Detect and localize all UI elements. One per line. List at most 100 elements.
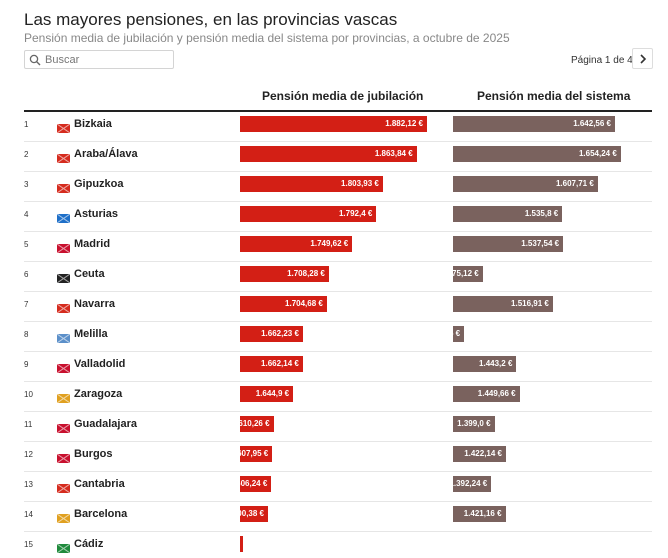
province-name: Asturias — [74, 208, 119, 220]
flag-icon — [56, 300, 71, 314]
province-name: Madrid — [74, 238, 111, 250]
province-name: Navarra — [74, 298, 115, 310]
value-label-jubilacion: 1.600,38 € — [226, 509, 264, 518]
flag-icon — [56, 330, 71, 344]
bar-jubilacion[interactable]: 1.708,28 € — [240, 266, 329, 282]
bar-jubilacion[interactable]: 1.644,9 € — [240, 386, 294, 402]
flag-icon — [56, 150, 71, 164]
column-header-jubilacion[interactable]: Pensión media de jubilación — [262, 89, 424, 103]
header-divider — [24, 110, 652, 112]
bar-jubilacion[interactable]: 1.556,6 € — [206, 536, 244, 552]
bar-sistema[interactable]: 1.375,12 € — [441, 266, 483, 282]
search-input[interactable] — [45, 52, 170, 67]
row-rank: 10 — [24, 390, 33, 399]
bar-sistema[interactable]: 1.654,24 € — [453, 146, 621, 162]
value-label-sistema: 1.443,2 € — [479, 359, 513, 368]
flag-icon — [56, 450, 71, 464]
value-label-jubilacion: 1.882,12 € — [385, 119, 423, 128]
bar-jubilacion[interactable]: 1.607,95 € — [230, 446, 273, 462]
bar-jubilacion[interactable]: 1.662,23 € — [240, 326, 303, 342]
bar-jubilacion[interactable]: 1.863,84 € — [240, 146, 417, 162]
province-name: Valladolid — [74, 358, 126, 370]
table-row: 8 Melilla 1.662,23 € 1.337,35 € — [24, 322, 652, 352]
bar-sistema[interactable]: 1.537,54 € — [453, 236, 564, 252]
row-rank: 3 — [24, 180, 29, 189]
value-label-sistema: 1.392,24 € — [449, 479, 488, 488]
bar-sistema[interactable]: 1.535,8 € — [453, 206, 563, 222]
bar-sistema[interactable]: 1.337,35 € — [422, 326, 465, 342]
bar-sistema[interactable]: 1.449,66 € — [453, 386, 520, 402]
value-label-jubilacion: 1.607,95 € — [230, 449, 269, 458]
bar-sistema[interactable]: 1.399,0 € — [453, 416, 495, 432]
bar-sistema[interactable]: 1.443,2 € — [453, 356, 517, 372]
bar-jubilacion[interactable]: 1.792,4 € — [240, 206, 377, 222]
chart-subtitle: Pensión media de jubilación y pensión me… — [24, 31, 510, 45]
flag-icon — [56, 120, 71, 134]
value-label-jubilacion: 1.606,24 € — [229, 479, 268, 488]
province-name: Cádiz — [74, 538, 104, 550]
bar-jubilacion[interactable]: 1.749,62 € — [240, 236, 353, 252]
chevron-right-icon — [639, 53, 646, 64]
row-rank: 9 — [24, 360, 29, 369]
row-rank: 4 — [24, 210, 29, 219]
value-label-jubilacion: 1.863,84 € — [374, 149, 413, 158]
flag-icon — [56, 390, 71, 404]
column-header-sistema[interactable]: Pensión media del sistema — [477, 89, 631, 103]
row-rank: 6 — [24, 270, 29, 279]
bar-jubilacion[interactable]: 1.606,24 € — [229, 476, 272, 492]
row-rank: 2 — [24, 150, 29, 159]
row-rank: 1 — [24, 120, 29, 129]
flag-icon — [56, 240, 71, 254]
table-row: 15 Cádiz 1.556,6 € 1.306,9 € — [24, 532, 652, 558]
chart-title: Las mayores pensiones, en las provincias… — [24, 10, 398, 29]
row-rank: 12 — [24, 450, 33, 459]
value-label-jubilacion: 1.610,26 € — [231, 419, 270, 428]
value-label-jubilacion: 1.704,68 € — [285, 299, 323, 308]
value-label-jubilacion: 1.556,6 € — [205, 539, 240, 548]
row-rank: 7 — [24, 300, 29, 309]
province-name: Araba/Álava — [74, 148, 138, 160]
bar-jubilacion[interactable]: 1.610,26 € — [232, 416, 274, 432]
table-row: 2 Araba/Álava 1.863,84 € 1.654,24 € — [24, 142, 652, 172]
bar-jubilacion[interactable]: 1.704,68 € — [240, 296, 327, 312]
bar-sistema[interactable]: 1.422,14 € — [453, 446, 506, 462]
table-row: 6 Ceuta 1.708,28 € 1.375,12 € — [24, 262, 652, 292]
row-rank: 13 — [24, 480, 33, 489]
bar-sistema[interactable]: 1.642,56 € — [453, 116, 615, 132]
bar-sistema[interactable]: 1.421,16 € — [453, 506, 506, 522]
bar-sistema[interactable]: 1.392,24 € — [449, 476, 492, 492]
row-rank: 5 — [24, 240, 29, 249]
value-label-sistema: 1.537,54 € — [521, 239, 560, 248]
flag-icon — [56, 480, 71, 494]
table-row: 1 Bizkaia 1.882,12 € 1.642,56 € — [24, 112, 652, 142]
value-label-sistema: 1.422,14 € — [464, 449, 502, 458]
value-label-jubilacion: 1.644,9 € — [255, 389, 290, 398]
table-row: 14 Barcelona 1.600,38 € 1.421,16 € — [24, 502, 652, 532]
value-label-sistema: 1.375,12 € — [440, 269, 479, 278]
table-row: 7 Navarra 1.704,68 € 1.516,91 € — [24, 292, 652, 322]
table-row: 3 Gipuzkoa 1.803,93 € 1.607,71 € — [24, 172, 652, 202]
table-row: 13 Cantabria 1.606,24 € 1.392,24 € — [24, 472, 652, 502]
value-label-sistema: 1.399,0 € — [457, 419, 491, 428]
flag-icon — [56, 420, 71, 434]
bar-jubilacion[interactable]: 1.803,93 € — [240, 176, 383, 192]
value-label-sistema: 1.642,56 € — [573, 119, 611, 128]
value-label-jubilacion: 1.792,4 € — [338, 209, 373, 218]
value-label-jubilacion: 1.708,28 € — [287, 269, 325, 278]
table-row: 12 Burgos 1.607,95 € 1.422,14 € — [24, 442, 652, 472]
flag-icon — [56, 510, 71, 524]
bar-sistema[interactable]: 1.516,91 € — [453, 296, 553, 312]
bar-sistema[interactable]: 1.607,71 € — [453, 176, 598, 192]
value-label-sistema: 1.337,35 € — [422, 329, 461, 338]
search-icon — [29, 54, 41, 66]
bar-jubilacion[interactable]: 1.662,14 € — [240, 356, 303, 372]
search-box[interactable] — [24, 50, 174, 69]
table-row: 10 Zaragoza 1.644,9 € 1.449,66 € — [24, 382, 652, 412]
bar-jubilacion[interactable]: 1.882,12 € — [240, 116, 427, 132]
province-name: Melilla — [74, 328, 108, 340]
bar-jubilacion[interactable]: 1.600,38 € — [226, 506, 268, 522]
province-name: Ceuta — [74, 268, 105, 280]
row-rank: 15 — [24, 540, 33, 549]
next-page-button[interactable] — [632, 48, 653, 69]
value-label-sistema: 1.607,71 € — [555, 179, 594, 188]
